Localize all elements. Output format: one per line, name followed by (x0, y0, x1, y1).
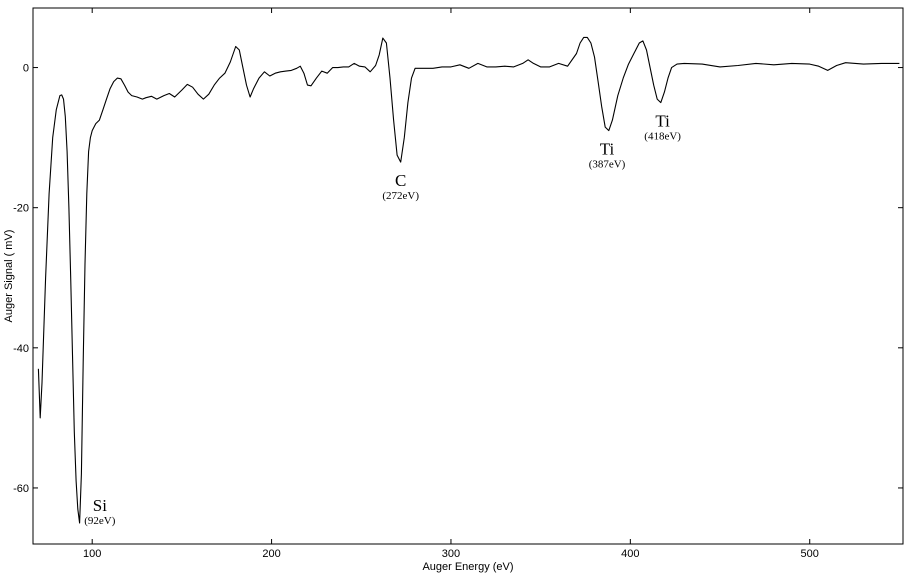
auger-signal-line (37, 36, 900, 524)
peak-energy-label: (92eV) (84, 515, 115, 527)
x-tick-label: 400 (621, 548, 639, 560)
peak-energy-label: (272eV) (382, 190, 419, 202)
x-axis-ticks: 100 200 300 400 500 (83, 8, 819, 560)
y-axis-ticks: 0 -20 -40 -60 (13, 63, 903, 495)
peak-energy-label: (387eV) (589, 159, 626, 171)
plot-frame (32, 7, 904, 545)
peak-annotations: Si(92eV)C(272eV)Ti(387eV)Ti(418eV) (84, 112, 681, 527)
peak-energy-label: (418eV) (644, 131, 681, 143)
y-tick-label: -60 (13, 483, 29, 495)
x-tick-label: 100 (83, 548, 101, 560)
x-tick-label: 500 (801, 548, 819, 560)
y-axis-label: Auger Signal ( mV) (3, 230, 15, 323)
peak-element-label: Ti (600, 140, 615, 159)
x-tick-label: 200 (262, 548, 280, 560)
x-tick-label: 300 (442, 548, 460, 560)
peak-element-label: Ti (655, 112, 670, 131)
y-tick-label: -40 (13, 343, 29, 355)
peak-element-label: C (395, 171, 406, 190)
x-axis-label: Auger Energy (eV) (422, 561, 513, 573)
peak-element-label: Si (93, 496, 107, 515)
y-tick-label: 0 (23, 63, 29, 75)
y-tick-label: -20 (13, 203, 29, 215)
